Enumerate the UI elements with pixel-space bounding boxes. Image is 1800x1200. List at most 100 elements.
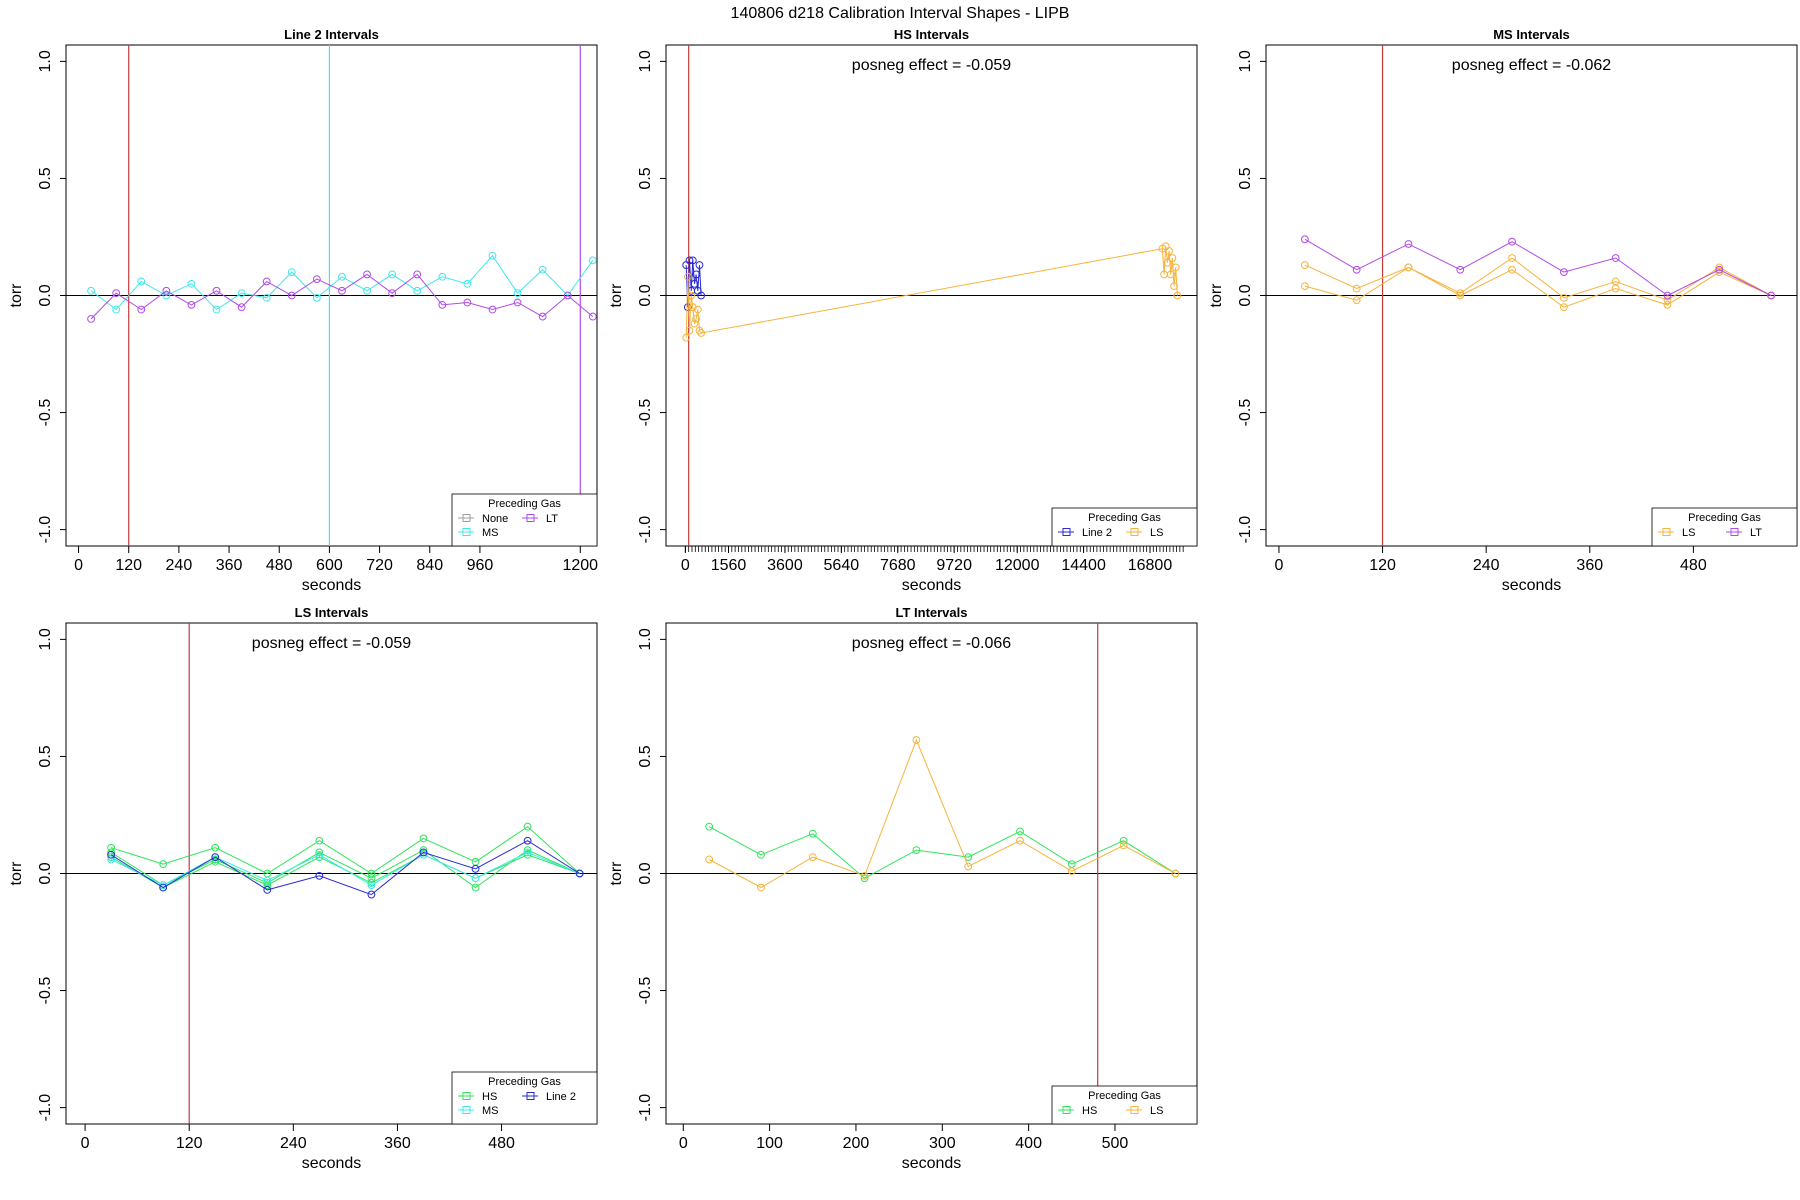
- data-point-ms: [588, 256, 597, 265]
- data-point-lt: [413, 270, 422, 279]
- data-point-line2: [683, 303, 692, 312]
- x-tick-label: 120: [115, 557, 142, 574]
- legend: Preceding Gas None MS LT: [451, 493, 598, 547]
- data-point-ms: [438, 272, 447, 281]
- data-point-lt: [312, 275, 321, 284]
- data-point-lt: [1508, 237, 1516, 246]
- data-point-ls: [1559, 303, 1568, 312]
- series-ms: [107, 848, 584, 890]
- data-point-lt: [1715, 265, 1724, 274]
- data-point-lt: [438, 300, 447, 309]
- data-point-line2: [685, 256, 694, 265]
- legend-box: [451, 1071, 598, 1125]
- series-ls: [705, 736, 1180, 892]
- legend-title: Preceding Gas: [1088, 1090, 1161, 1102]
- legend-swatch-marker: [1062, 528, 1071, 536]
- x-tick-label: 720: [366, 557, 393, 574]
- y-tick-label: 0.0: [637, 284, 654, 306]
- data-point-ms: [488, 251, 497, 260]
- data-point-hs: [808, 829, 817, 838]
- data-point-line2: [159, 883, 168, 892]
- y-tick-label: 0.0: [637, 862, 654, 884]
- data-point-ls: [1456, 291, 1465, 300]
- legend-title: Preceding Gas: [1088, 512, 1161, 524]
- legend-entry: HS: [1058, 1105, 1097, 1117]
- data-point-lt: [87, 315, 95, 323]
- y-axis-label: torr: [1208, 283, 1225, 308]
- data-point-ls: [1559, 293, 1568, 302]
- data-point-ls: [912, 736, 921, 744]
- data-point-ls: [1300, 261, 1309, 269]
- data-point-ls: [1611, 284, 1620, 293]
- y-tick-label: 0.0: [37, 284, 54, 306]
- data-point-line2: [419, 848, 428, 857]
- legend-swatch-marker: [462, 514, 471, 522]
- posneg-annotation: posneg effect = -0.062: [1452, 57, 1611, 74]
- data-point-lt: [563, 291, 572, 300]
- data-point-line2: [692, 270, 701, 279]
- data-point-hs: [211, 843, 220, 852]
- x-tick-label: 1560: [711, 557, 747, 574]
- y-axis: -1.0 -0.5 0.0 0.5 1.0 torr: [608, 628, 667, 1121]
- x-tick-label: 400: [1015, 1135, 1042, 1152]
- x-tick-label: 240: [1473, 557, 1500, 574]
- series-ls: [682, 242, 1182, 342]
- data-point-ls: [690, 319, 699, 328]
- legend-entry: MS: [458, 527, 499, 539]
- data-point-ms: [315, 850, 324, 859]
- data-point-hs: [315, 848, 324, 857]
- chart-panel-lt: LT Intervals -1.0 -0.5 0.0 0.5 1.0 torr 0 100 200…: [608, 605, 1198, 1172]
- series-line-hs: [110, 826, 580, 875]
- data-point-ms: [538, 265, 547, 274]
- legend-title: Preceding Gas: [488, 498, 561, 510]
- plot-area: [66, 45, 597, 546]
- x-tick-label: 480: [266, 557, 293, 574]
- x-tick-label: 300: [929, 1135, 956, 1152]
- data-point-lt: [212, 286, 221, 295]
- posneg-annotation: posneg effect = -0.059: [252, 635, 411, 652]
- series-line-line2: [110, 840, 580, 896]
- data-point-ls: [1166, 270, 1175, 279]
- data-point-ls: [682, 333, 691, 342]
- data-point-ls: [1165, 247, 1173, 255]
- y-axis: -1.0 -0.5 0.0 0.5 1.0 torr: [608, 50, 667, 543]
- data-point-hs: [523, 846, 532, 854]
- data-point-ms: [463, 279, 472, 288]
- data-point-lt: [287, 291, 296, 300]
- data-point-lt: [237, 303, 246, 312]
- data-point-lt: [1767, 291, 1775, 300]
- data-point-hs: [523, 850, 532, 859]
- data-point-ms: [212, 305, 221, 314]
- series-hs: [705, 822, 1180, 883]
- series-line-ls: [685, 246, 1178, 338]
- y-tick-label: -0.5: [37, 977, 54, 1005]
- data-point-lt: [1559, 268, 1568, 276]
- posneg-annotation: posneg effect = -0.066: [852, 635, 1011, 652]
- chart-panel-hs: HS Intervals -1.0 -0.5 0.0 0.5 1.0 torr 0 1560 36…: [608, 27, 1198, 594]
- data-point-line2: [107, 850, 116, 859]
- x-axis-label: seconds: [302, 577, 362, 594]
- y-tick-label: -0.5: [637, 399, 654, 427]
- data-point-line2: [367, 890, 376, 899]
- x-tick-label: 360: [384, 1135, 411, 1152]
- legend-entry: LS: [1126, 527, 1163, 539]
- x-tick-label: 360: [1576, 557, 1603, 574]
- data-point-ls: [695, 326, 704, 335]
- legend-entry: LT: [522, 513, 558, 525]
- x-axis: 0 120 240 360 480 seconds: [1274, 546, 1707, 594]
- y-tick-label: 0.5: [637, 167, 654, 189]
- y-tick-label: 0.5: [637, 745, 654, 767]
- data-point-hs: [367, 869, 376, 878]
- data-point-lt: [338, 286, 346, 295]
- x-tick-label: 480: [488, 1135, 515, 1152]
- x-tick-label: 100: [756, 1135, 783, 1152]
- y-axis-label: torr: [8, 283, 25, 308]
- data-point-ls: [1119, 841, 1128, 850]
- data-point-ls: [1163, 258, 1172, 267]
- x-tick-label: 0: [74, 557, 83, 574]
- chart-panel-ls: LS Intervals -1.0 -0.5 0.0 0.5 1.0 torr 0 120 240…: [8, 605, 598, 1172]
- data-point-lt: [1404, 240, 1413, 248]
- series-line-hs: [708, 826, 1176, 879]
- data-point-hs: [419, 846, 428, 854]
- legend-label: MS: [482, 1105, 499, 1117]
